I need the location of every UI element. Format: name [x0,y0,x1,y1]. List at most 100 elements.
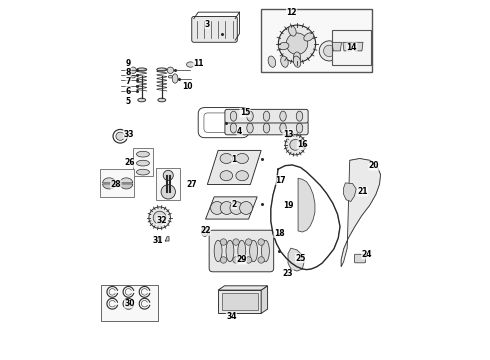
FancyBboxPatch shape [209,230,274,272]
Polygon shape [218,290,261,314]
Ellipse shape [233,239,239,245]
Polygon shape [218,286,268,290]
Text: 15: 15 [240,108,250,117]
Circle shape [319,41,339,61]
Ellipse shape [293,56,301,67]
Text: 28: 28 [111,180,121,189]
Text: 34: 34 [226,312,237,321]
Polygon shape [343,42,352,51]
Circle shape [163,170,173,180]
Circle shape [220,202,233,215]
Text: 17: 17 [275,176,286,185]
Ellipse shape [296,123,303,133]
Polygon shape [166,237,169,241]
Bar [156,168,180,200]
Text: 23: 23 [283,269,294,278]
Text: 4: 4 [237,127,242,136]
Ellipse shape [158,98,166,102]
Ellipse shape [262,240,270,262]
Ellipse shape [137,169,149,175]
Text: 6: 6 [126,86,131,95]
Ellipse shape [281,56,288,67]
Polygon shape [207,150,261,184]
Ellipse shape [187,62,195,67]
Polygon shape [261,286,268,314]
Text: 27: 27 [186,180,196,189]
Text: 2: 2 [232,200,237,209]
Text: 19: 19 [283,201,294,210]
FancyBboxPatch shape [192,17,237,42]
Ellipse shape [247,111,253,121]
Polygon shape [102,178,116,183]
Text: 30: 30 [124,299,135,308]
Text: 16: 16 [297,140,308,149]
Text: 33: 33 [123,130,134,139]
Polygon shape [332,42,342,51]
Ellipse shape [172,74,178,83]
Text: 7: 7 [126,77,131,86]
Circle shape [278,25,316,62]
Ellipse shape [168,76,172,78]
Ellipse shape [258,257,265,263]
Text: 24: 24 [362,250,372,259]
Circle shape [130,67,136,73]
Polygon shape [343,183,356,202]
Ellipse shape [296,111,303,121]
Ellipse shape [263,123,270,133]
Ellipse shape [137,68,147,71]
Text: 31: 31 [153,236,164,245]
Ellipse shape [280,123,286,133]
FancyBboxPatch shape [225,121,308,135]
Polygon shape [298,178,315,232]
Ellipse shape [157,68,167,71]
Ellipse shape [138,98,146,102]
Bar [332,31,370,64]
Ellipse shape [220,153,233,163]
Polygon shape [205,197,257,219]
Polygon shape [102,184,116,189]
Ellipse shape [245,239,252,245]
Text: 10: 10 [182,82,193,91]
Circle shape [286,33,308,54]
Ellipse shape [214,240,222,262]
Bar [133,148,153,176]
Polygon shape [157,237,161,241]
Ellipse shape [233,257,239,263]
Text: 21: 21 [357,187,368,196]
Ellipse shape [236,153,248,163]
Text: 11: 11 [193,59,204,68]
Ellipse shape [220,239,227,245]
Text: 20: 20 [369,161,379,170]
Ellipse shape [238,240,245,262]
Ellipse shape [304,33,314,41]
Text: 32: 32 [156,216,167,225]
Ellipse shape [137,151,149,157]
Text: 26: 26 [124,158,135,167]
Ellipse shape [294,52,300,63]
Circle shape [149,207,171,228]
Polygon shape [120,184,133,189]
Circle shape [285,135,305,155]
Text: 13: 13 [283,130,294,139]
Text: 22: 22 [200,226,211,235]
Ellipse shape [268,56,276,67]
Text: 1: 1 [232,155,237,164]
Ellipse shape [203,230,206,234]
Circle shape [167,67,173,73]
Ellipse shape [263,111,270,121]
Text: 25: 25 [295,254,306,263]
Text: 5: 5 [126,97,131,106]
Text: 9: 9 [126,59,131,68]
Text: 12: 12 [286,8,297,17]
Ellipse shape [289,26,296,36]
Circle shape [240,202,252,215]
Circle shape [161,185,175,199]
Ellipse shape [278,42,289,50]
Circle shape [230,202,243,215]
Ellipse shape [137,160,149,166]
Bar [221,293,258,310]
Bar [261,9,372,72]
Circle shape [211,202,223,215]
Polygon shape [120,178,133,183]
FancyBboxPatch shape [354,254,366,263]
